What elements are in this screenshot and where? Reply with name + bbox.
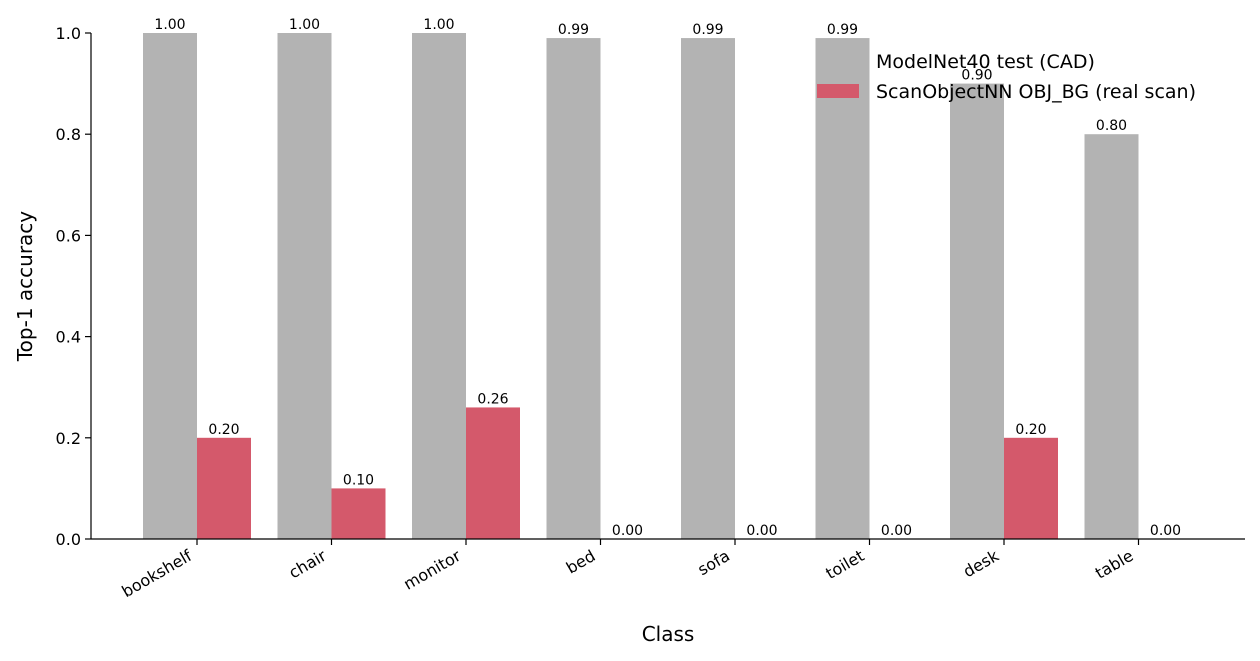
- x-tick-label-bed: bed: [563, 546, 599, 578]
- x-tick-label-table: table: [1092, 546, 1137, 583]
- y-tick-label-5: 1.0: [56, 24, 81, 43]
- data-label-modelnet-table: 0.80: [1096, 118, 1127, 134]
- bar-modelnet-desk: [950, 83, 1004, 539]
- x-tick-label-chair: chair: [286, 546, 330, 583]
- axes-layer: [90, 33, 1245, 540]
- legend-swatch-modelnet: [817, 52, 859, 66]
- data-label-scanobjectnn-desk: 0.20: [1015, 422, 1046, 438]
- data-label-modelnet-chair: 1.00: [289, 17, 320, 33]
- x-tick-label-bookshelf: bookshelf: [118, 546, 195, 601]
- data-label-scanobjectnn-monitor: 0.26: [477, 391, 508, 407]
- x-tick-label-sofa: sofa: [694, 546, 733, 579]
- bar-scanobjectnn-monitor: [466, 407, 520, 539]
- bar-modelnet-monitor: [412, 33, 466, 539]
- bars-layer: [143, 33, 1139, 540]
- bar-modelnet-table: [1084, 134, 1139, 539]
- data-label-scanobjectnn-table: 0.00: [1150, 523, 1181, 539]
- y-axis-label: Top-1 accuracy: [13, 211, 37, 362]
- data-label-scanobjectnn-sofa: 0.00: [746, 523, 777, 539]
- x-axis-label: Class: [642, 622, 695, 646]
- legend-label-scanobjectnn: ScanObjectNN OBJ_BG (real scan): [876, 81, 1196, 103]
- x-ticks: bookshelf chair monitor bed sofa toilet desk ta…: [118, 539, 1140, 601]
- bar-modelnet-bed: [546, 38, 601, 540]
- bar-modelnet-sofa: [681, 38, 735, 540]
- data-label-modelnet-monitor: 1.00: [423, 17, 454, 33]
- bar-scanobjectnn-desk: [1004, 437, 1058, 539]
- y-ticks: 0.0 0.2 0.4 0.6 0.8 1.0: [56, 24, 91, 549]
- data-label-modelnet-bookshelf: 1.00: [154, 17, 185, 33]
- data-label-scanobjectnn-bookshelf: 0.20: [208, 422, 239, 438]
- y-tick-label-0: 0.0: [56, 530, 81, 549]
- legend-label-modelnet: ModelNet40 test (CAD): [876, 51, 1095, 73]
- y-tick-label-1: 0.2: [56, 429, 81, 448]
- data-label-modelnet-toilet: 0.99: [827, 22, 858, 38]
- data-label-modelnet-desk: 0.90: [961, 68, 992, 84]
- y-tick-label-4: 0.8: [56, 125, 81, 144]
- data-label-modelnet-sofa: 0.99: [692, 22, 723, 38]
- bar-modelnet-toilet: [815, 38, 870, 540]
- x-tick-label-monitor: monitor: [400, 546, 464, 594]
- data-label-scanobjectnn-toilet: 0.00: [881, 523, 912, 539]
- bar-scanobjectnn-bookshelf: [197, 437, 251, 539]
- y-tick-label-2: 0.4: [56, 328, 81, 347]
- legend-swatch-scanobjectnn: [817, 84, 859, 98]
- data-labels-layer: 1.00 0.20 1.00 0.10 1.00 0.26 0.99 0.00 0.99 0.00…: [154, 17, 1181, 539]
- x-tick-label-desk: desk: [960, 546, 1003, 582]
- y-tick-label-3: 0.6: [56, 226, 81, 245]
- data-label-scanobjectnn-chair: 0.10: [343, 472, 374, 488]
- bar-modelnet-chair: [277, 33, 332, 539]
- data-label-scanobjectnn-bed: 0.00: [612, 523, 643, 539]
- bar-scanobjectnn-chair: [331, 488, 386, 539]
- x-tick-label-toilet: toilet: [822, 546, 867, 583]
- data-label-modelnet-bed: 0.99: [558, 22, 589, 38]
- legend: ModelNet40 test (CAD) ScanObjectNN OBJ_B…: [817, 51, 1196, 103]
- bar-modelnet-bookshelf: [143, 33, 197, 539]
